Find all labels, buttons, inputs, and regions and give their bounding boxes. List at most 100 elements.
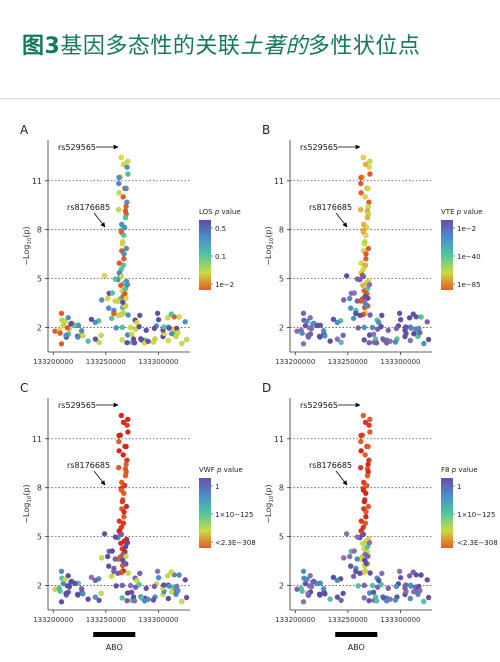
data-point (118, 540, 124, 547)
y-tick-label: 8 (279, 484, 284, 493)
ylabel-prefix: −Log (264, 503, 273, 524)
data-point (305, 332, 311, 339)
data-point (145, 596, 151, 603)
y-tick-label: 8 (37, 226, 42, 235)
data-point (80, 591, 86, 597)
data-point (376, 577, 382, 584)
data-point (113, 583, 119, 589)
data-point (310, 321, 316, 327)
data-point (347, 563, 354, 569)
annotation-arrow (93, 470, 106, 486)
data-point (124, 539, 131, 546)
data-point (118, 282, 124, 289)
title-main: 基因多态性的关联 (60, 34, 241, 59)
data-point (407, 337, 414, 344)
y-axis-label: −Log10(p) (264, 484, 275, 523)
data-point (361, 595, 367, 601)
data-point (353, 310, 359, 317)
data-point (183, 594, 190, 601)
data-point (111, 310, 117, 317)
annotation-rs529565: rs529565 (58, 143, 96, 152)
data-point (57, 588, 63, 594)
data-point (418, 314, 424, 320)
data-point (119, 337, 125, 343)
data-point (300, 568, 307, 575)
data-point (354, 534, 361, 540)
data-point (425, 594, 432, 601)
data-point (365, 553, 371, 559)
panel-letter: D (262, 381, 271, 395)
x-tick-label: 133250000 (328, 616, 368, 624)
data-point (109, 548, 116, 554)
ylabel-subscript: 10 (27, 495, 33, 502)
ylabel-subscript: 10 (27, 237, 33, 244)
data-point (88, 316, 95, 323)
data-point (123, 203, 129, 210)
data-point (164, 315, 171, 321)
data-point (98, 555, 105, 561)
data-point (125, 312, 131, 318)
data-point (64, 325, 71, 331)
legend-title-prefix: VWF (199, 466, 217, 474)
data-point (360, 412, 367, 419)
data-point (396, 568, 403, 575)
data-point (176, 314, 182, 320)
data-point (134, 319, 140, 326)
data-point (306, 583, 313, 589)
data-point (125, 416, 131, 423)
data-point (116, 448, 122, 454)
data-point (334, 319, 341, 326)
legend-label: 1e−85 (457, 281, 481, 289)
data-point (122, 214, 129, 221)
data-point (98, 332, 104, 339)
data-points (52, 412, 190, 605)
legend-label: 0.1 (215, 253, 226, 261)
data-point (403, 324, 409, 330)
data-point (362, 557, 368, 564)
data-point (378, 581, 384, 588)
data-point (115, 206, 122, 213)
data-point (366, 339, 372, 346)
y-tick-label: 5 (279, 275, 284, 284)
data-point (57, 330, 63, 336)
data-point (361, 498, 368, 505)
data-point (182, 319, 188, 325)
data-point (350, 315, 357, 322)
data-point (92, 577, 99, 584)
data-point (98, 590, 104, 597)
data-point (116, 174, 122, 181)
data-point (330, 316, 337, 323)
ylabel-prefix: −Log (22, 503, 31, 524)
panel-c: C 2 5 8 11 133200000 133250000 133300000 −Log10(… (20, 381, 256, 652)
data-point (346, 295, 353, 302)
legend-label: <2.3E−308 (215, 539, 256, 547)
data-point (366, 597, 372, 604)
data-point (124, 339, 130, 346)
data-point (370, 331, 377, 337)
data-point (118, 154, 125, 161)
data-point (424, 319, 430, 325)
data-point (367, 171, 373, 177)
data-point (365, 203, 371, 210)
data-point (307, 572, 313, 579)
data-point (363, 490, 369, 497)
data-point (154, 310, 161, 317)
legend-title-italic: p (451, 466, 457, 474)
data-point (343, 273, 350, 279)
data-point (85, 338, 91, 344)
data-point (112, 276, 119, 282)
legend-label: 1 (457, 483, 461, 491)
gene-label: ABO (348, 643, 365, 652)
data-point (112, 556, 118, 562)
data-point (334, 594, 341, 600)
data-point (63, 590, 69, 597)
data-point (161, 582, 167, 588)
data-point (407, 595, 414, 602)
data-point (365, 185, 371, 192)
data-point (304, 318, 310, 325)
data-points (294, 154, 432, 347)
data-point (364, 472, 371, 479)
legend-colorbar (441, 478, 453, 548)
data-point (154, 568, 161, 575)
